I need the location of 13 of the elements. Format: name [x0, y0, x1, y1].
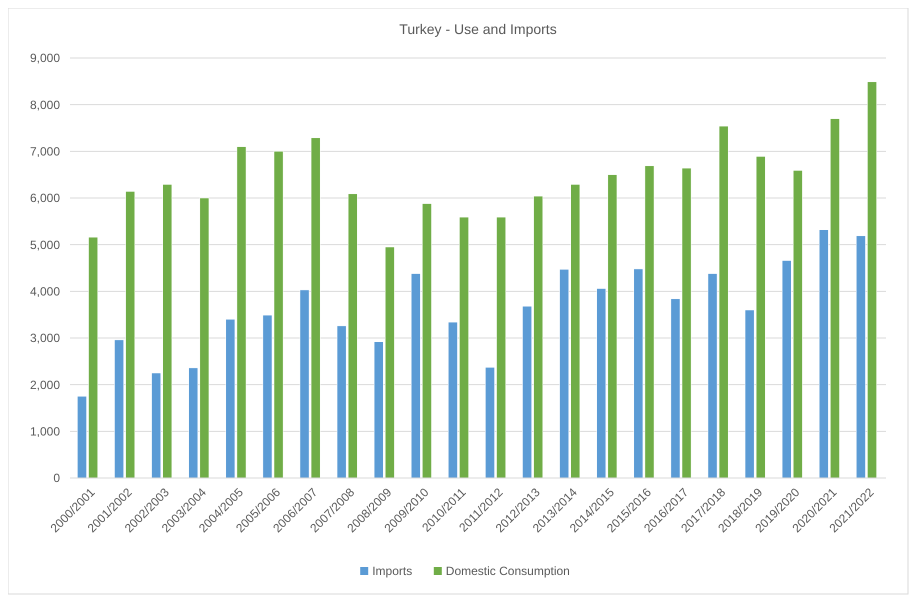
y-tick-label: 7,000: [30, 144, 60, 159]
legend-label: Imports: [372, 564, 412, 578]
legend-label: Domestic Consumption: [446, 564, 570, 578]
y-tick-label: 3,000: [30, 331, 60, 346]
y-tick-label: 1,000: [30, 424, 60, 439]
y-tick-label: 2,000: [30, 378, 60, 392]
y-tick-label: 6,000: [30, 191, 60, 206]
y-tick-label: 4,000: [30, 284, 60, 299]
y-tick-label: 5,000: [30, 238, 60, 252]
y-tick-label: 8,000: [30, 98, 60, 112]
chart-title: Turkey - Use and Imports: [399, 21, 557, 37]
y-tick-label: 0: [53, 471, 60, 486]
y-tick-label: 9,000: [30, 51, 60, 66]
